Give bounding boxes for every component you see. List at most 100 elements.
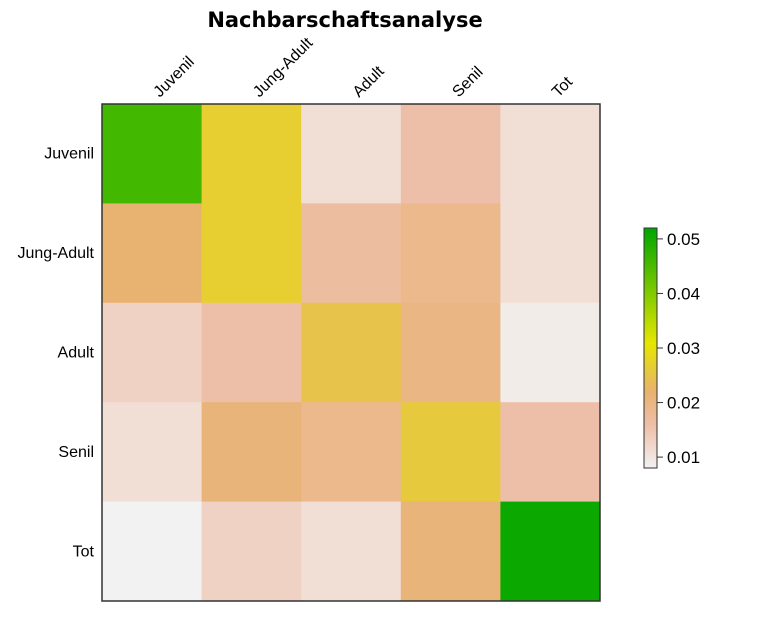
- colorbar-segment: [644, 294, 657, 297]
- heatmap-cell: [400, 104, 501, 204]
- colorbar: 0.01 0.02 0.03 0.04 0.05: [643, 227, 700, 469]
- heatmap-cell: [201, 203, 302, 304]
- colorbar-segment: [644, 310, 657, 313]
- colorbar-segment: [644, 324, 657, 327]
- colorbar-segment: [644, 386, 657, 389]
- colorbar-segment: [644, 422, 657, 425]
- colorbar-segment: [644, 456, 657, 459]
- x-tick-label: Juvenil: [151, 54, 198, 101]
- colorbar-segment: [644, 410, 657, 413]
- heatmap-cell: [500, 302, 601, 403]
- colorbar-segment: [644, 406, 657, 409]
- colorbar-segment: [644, 330, 657, 333]
- colorbar-segment: [644, 276, 657, 279]
- colorbar-segment: [644, 322, 657, 325]
- colorbar-tick-label: 0.01: [667, 448, 700, 467]
- colorbar-segment: [644, 274, 657, 277]
- colorbar-segment: [644, 418, 657, 421]
- colorbar-segment: [644, 306, 657, 309]
- heatmap-cell: [102, 203, 203, 304]
- heatmap-cell: [301, 203, 402, 304]
- colorbar-segment: [644, 284, 657, 287]
- y-tick-label: Tot: [73, 543, 95, 560]
- colorbar-segment: [644, 466, 657, 469]
- colorbar-segment: [644, 400, 657, 403]
- colorbar-segment: [644, 348, 657, 351]
- colorbar-segment: [644, 312, 657, 315]
- colorbar-segment: [644, 436, 657, 439]
- colorbar-segment: [644, 352, 657, 355]
- colorbar-segment: [644, 408, 657, 411]
- colorbar-segment: [644, 432, 657, 435]
- colorbar-segment: [644, 314, 657, 317]
- y-tick-label: Juvenil: [44, 146, 94, 163]
- colorbar-segment: [644, 404, 657, 407]
- heatmap-cell: [400, 302, 501, 403]
- colorbar-segment: [644, 380, 657, 383]
- colorbar-segment: [644, 272, 657, 275]
- colorbar-segment: [644, 280, 657, 283]
- y-tick-label: Adult: [58, 345, 95, 362]
- colorbar-segment: [644, 426, 657, 429]
- x-axis-labels: Juvenil Jung-Adult Adult Senil Tot: [151, 34, 577, 101]
- heatmap-cell: [102, 501, 203, 602]
- x-tick-label: Senil: [449, 64, 486, 101]
- colorbar-segment: [644, 452, 657, 455]
- heatmap-cell: [400, 203, 501, 304]
- colorbar-segment: [644, 248, 657, 251]
- colorbar-segment: [644, 264, 657, 267]
- colorbar-tick-label: 0.04: [667, 284, 700, 303]
- colorbar-segment: [644, 246, 657, 249]
- heatmap-cell: [400, 501, 501, 602]
- colorbar-segment: [644, 320, 657, 323]
- colorbar-segment: [644, 460, 657, 463]
- colorbar-segment: [644, 240, 657, 243]
- heatmap-cell: [301, 104, 402, 204]
- colorbar-segment: [644, 378, 657, 381]
- colorbar-segment: [644, 394, 657, 397]
- colorbar-segment: [644, 354, 657, 357]
- colorbar-segment: [644, 286, 657, 289]
- colorbar-segment: [644, 332, 657, 335]
- x-tick-label: Adult: [350, 63, 388, 101]
- colorbar-segment: [644, 364, 657, 367]
- colorbar-segment: [644, 244, 657, 247]
- colorbar-segment: [644, 416, 657, 419]
- colorbar-segment: [644, 234, 657, 237]
- colorbar-segment: [644, 454, 657, 457]
- colorbar-segment: [644, 260, 657, 263]
- colorbar-segment: [644, 362, 657, 365]
- colorbar-segment: [644, 316, 657, 319]
- colorbar-segment: [644, 288, 657, 291]
- colorbar-segment: [644, 372, 657, 375]
- colorbar-segment: [644, 458, 657, 461]
- colorbar-segment: [644, 356, 657, 359]
- chart-title: Nachbarschaftsanalyse: [207, 8, 482, 32]
- colorbar-segment: [644, 376, 657, 379]
- colorbar-segment: [644, 368, 657, 371]
- colorbar-segment: [644, 338, 657, 341]
- plot-frame: [101, 103, 601, 602]
- colorbar-segment: [644, 396, 657, 399]
- heatmap-cell: [301, 302, 402, 403]
- heatmap-cell: [500, 203, 601, 304]
- y-tick-label: Senil: [58, 444, 94, 461]
- colorbar-segment: [644, 336, 657, 339]
- colorbar-segment: [644, 266, 657, 269]
- heatmap-cell: [102, 402, 203, 503]
- colorbar-segment: [644, 346, 657, 349]
- heatmap-cell: [102, 302, 203, 403]
- heatmap-cell: [500, 104, 601, 204]
- heatmap-cell: [201, 501, 302, 602]
- colorbar-segment: [644, 238, 657, 241]
- colorbar-segment: [644, 392, 657, 395]
- colorbar-segment: [644, 298, 657, 301]
- colorbar-segment: [644, 442, 657, 445]
- heatmap-cell: [102, 104, 203, 204]
- colorbar-segment: [644, 358, 657, 361]
- colorbar-segment: [644, 278, 657, 281]
- colorbar-segment: [644, 448, 657, 451]
- x-tick-label: Jung-Adult: [250, 34, 317, 101]
- colorbar-segment: [644, 420, 657, 423]
